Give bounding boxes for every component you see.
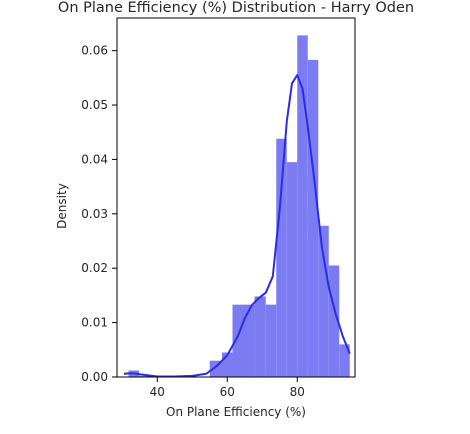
histogram-bar [232, 304, 243, 377]
y-tick-label: 0.05 [81, 98, 108, 112]
histogram-bar [265, 304, 277, 377]
y-tick-label: 0.06 [81, 44, 108, 58]
x-tick-label: 60 [220, 385, 235, 399]
y-tick-label: 0.03 [81, 207, 108, 221]
histogram-bar [318, 225, 329, 377]
plot-frame [116, 17, 356, 378]
x-axis-ticks: 40 60 80 [150, 377, 305, 399]
y-tick-label: 0.04 [81, 152, 108, 166]
x-tick-label: 40 [150, 385, 165, 399]
y-tick-label: 0.00 [81, 370, 108, 384]
kde-curve [123, 74, 351, 378]
histogram-bar [222, 352, 233, 377]
y-axis-ticks: 0.00 0.01 0.02 0.03 0.04 0.05 0.06 [81, 44, 117, 384]
histogram-bar [139, 375, 150, 377]
histogram-bar [254, 296, 266, 377]
y-tick-label: 0.02 [81, 261, 108, 275]
x-tick-label: 80 [290, 385, 305, 399]
histogram-bars [128, 35, 350, 378]
histogram-bar [307, 59, 319, 378]
chart-title: On Plane Efficiency (%) Distribution - H… [58, 0, 414, 16]
histogram-bar [243, 304, 255, 377]
y-axis-label: Density [55, 183, 69, 229]
y-tick-label: 0.01 [81, 316, 108, 330]
x-axis-label: On Plane Efficiency (%) [166, 405, 306, 419]
histogram-bar [297, 35, 308, 377]
histogram-bar [286, 162, 298, 377]
histogram-bar [328, 265, 340, 377]
histogram-bar [339, 344, 350, 377]
histogram-bar [276, 138, 287, 377]
